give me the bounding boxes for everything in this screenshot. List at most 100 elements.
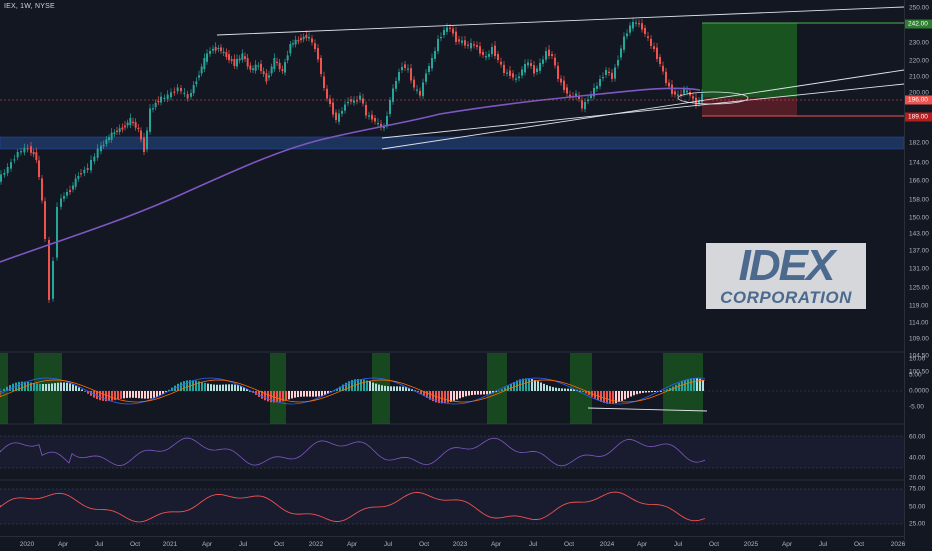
- candle: [90, 160, 92, 171]
- candle: [578, 96, 580, 99]
- macd-bar: [660, 391, 662, 392]
- candle: [198, 75, 200, 78]
- time-tick: Oct: [853, 541, 865, 548]
- macd-bar: [615, 391, 617, 404]
- macd-bar: [510, 383, 512, 391]
- macd-bar: [543, 383, 545, 391]
- time-tick: 2024: [599, 541, 615, 548]
- macd-bar: [351, 380, 353, 391]
- candle: [677, 94, 679, 96]
- candle: [163, 97, 166, 100]
- candle: [560, 78, 562, 83]
- macd-bar: [399, 386, 401, 391]
- macd-bar: [120, 391, 122, 399]
- macd-bar: [366, 380, 368, 391]
- candle: [467, 44, 469, 46]
- candle: [260, 63, 262, 71]
- price-tick: 143.00: [909, 230, 929, 238]
- logo-subtitle: CORPORATION: [720, 288, 852, 307]
- macd-bar: [249, 390, 251, 392]
- chart-canvas[interactable]: [0, 0, 904, 536]
- candle: [246, 58, 249, 67]
- macd-bar: [453, 391, 455, 401]
- macd-bar: [201, 382, 203, 391]
- macd-tick: 5.00: [909, 371, 922, 379]
- time-tick: Jul: [238, 541, 248, 548]
- candle: [617, 60, 619, 66]
- macd-bar: [357, 379, 359, 391]
- candle: [217, 48, 220, 50]
- candle: [228, 54, 230, 61]
- candle: [118, 128, 121, 132]
- macd-bar: [258, 391, 260, 397]
- macd-bar: [444, 391, 446, 404]
- candle: [638, 23, 640, 25]
- macd-bar: [681, 381, 683, 391]
- candle: [338, 113, 340, 122]
- candle: [491, 47, 493, 55]
- macd-trendline: [587, 407, 708, 412]
- macd-bar: [204, 382, 206, 391]
- macd-bar: [387, 386, 389, 391]
- channel-line: [381, 69, 904, 150]
- time-tick: Oct: [563, 541, 575, 548]
- macd-bar: [549, 386, 551, 391]
- candle: [473, 44, 475, 46]
- macd-bar: [378, 384, 380, 391]
- macd-bar: [156, 391, 158, 397]
- macd-bar: [177, 383, 179, 391]
- candle: [154, 102, 157, 108]
- candle: [623, 36, 625, 50]
- price-axis[interactable]: 250.00 242.00 230.00 220.00 210.00 200.00196.…: [904, 0, 932, 540]
- signal-zone: [570, 353, 592, 424]
- candle: [294, 39, 297, 45]
- macd-bar: [390, 386, 392, 391]
- candle: [230, 59, 233, 61]
- candle: [6, 167, 9, 174]
- macd-bar: [225, 384, 227, 391]
- macd-bar: [66, 382, 68, 391]
- candle: [236, 59, 238, 67]
- candle: [404, 64, 406, 68]
- macd-bar: [342, 384, 344, 391]
- osc-band: [0, 489, 904, 524]
- candle: [365, 104, 367, 116]
- time-tick: Apr: [346, 541, 358, 548]
- macd-bar: [567, 388, 569, 391]
- macd-bar: [165, 391, 167, 392]
- candle: [273, 58, 276, 70]
- time-tick: Apr: [490, 541, 502, 548]
- candle: [581, 100, 583, 109]
- macd-bar: [72, 384, 74, 391]
- macd-bar: [336, 388, 338, 391]
- macd-bar: [309, 391, 311, 397]
- time-tick: Apr: [781, 541, 793, 548]
- macd-bar: [534, 380, 536, 391]
- candle: [620, 48, 622, 58]
- candle: [323, 76, 325, 88]
- candle: [180, 88, 182, 92]
- macd-bar: [300, 391, 302, 397]
- macd-bar: [162, 391, 164, 394]
- macd-bar: [684, 380, 686, 391]
- candle: [257, 65, 260, 67]
- candle: [437, 39, 439, 52]
- price-tick: 114.00: [909, 319, 929, 327]
- time-axis[interactable]: 2020 Apr Jul Oct 2021 Apr Jul Oct 2022 Apr Jul Oct 2…: [0, 536, 905, 551]
- candle: [515, 78, 517, 80]
- price-tick: 174.00: [909, 159, 929, 167]
- candle: [497, 54, 499, 60]
- macd-bar: [570, 388, 572, 391]
- macd-bar: [318, 391, 320, 397]
- macd-bar: [246, 388, 248, 391]
- macd-bar: [255, 391, 257, 395]
- candle: [554, 57, 556, 66]
- candle: [434, 51, 436, 59]
- candle: [170, 92, 172, 98]
- macd-bar: [291, 391, 293, 399]
- candle: [512, 73, 514, 78]
- candle: [398, 72, 400, 81]
- candle: [485, 56, 487, 58]
- macd-bar: [498, 390, 500, 392]
- macd-bar: [129, 391, 131, 398]
